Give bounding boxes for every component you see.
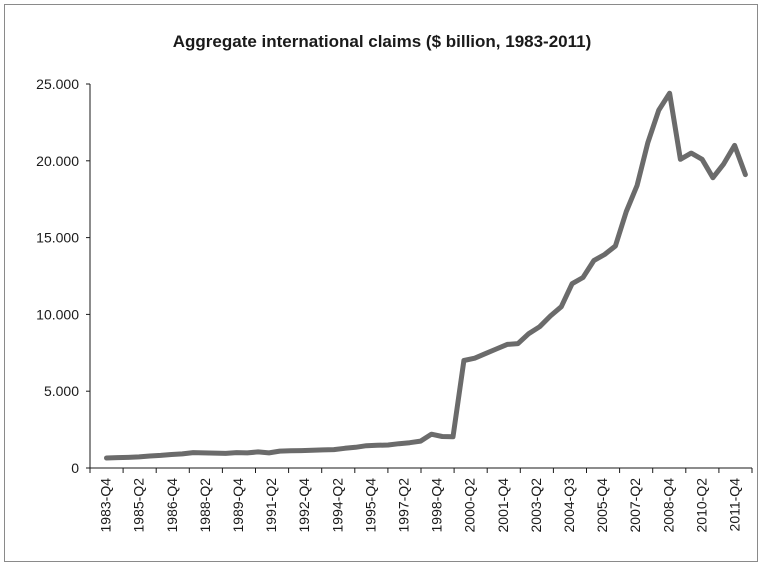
x-tick-label: 2008-Q4 [660,478,676,533]
x-tick-label: 1986-Q4 [164,478,180,533]
x-tick-label: 2004-Q3 [561,478,577,533]
x-tick-label: 2010-Q2 [693,478,709,533]
x-tick-label: 1983-Q4 [98,478,114,533]
x-tick-label: 1985-Q2 [131,478,147,533]
x-tick-label: 1995-Q4 [362,478,378,533]
y-tick-label: 25.000 [36,76,79,92]
x-tick-label: 2011-Q4 [726,478,742,532]
x-tick-label: 2003-Q2 [528,478,544,533]
x-tick-label: 1997-Q2 [395,478,411,533]
chart-frame [4,4,758,562]
x-tick-label: 2005-Q4 [594,478,610,533]
x-tick-label: 1994-Q2 [329,478,345,533]
y-axis-ticks: 0 5.000 10.000 15.000 20.000 25.000 [36,76,90,476]
series-group [104,90,748,461]
x-tick-label: 1998-Q4 [429,478,445,533]
x-axis-ticks: 1983-Q4 1985-Q2 1986-Q4 1988-Q2 1989-Q4 1991-… [89,468,753,533]
y-tick-label: 0 [71,460,79,476]
y-tick-label: 10.000 [36,306,79,322]
y-tick-label: 5.000 [44,383,79,399]
x-tick-label: 1989-Q4 [230,478,246,533]
x-tick-label: 1991-Q2 [263,478,279,533]
x-tick-label: 1992-Q4 [296,478,312,533]
x-tick-label: 2001-Q4 [495,478,511,533]
x-tick-label: 2007-Q2 [627,478,643,533]
y-tick-label: 20.000 [36,153,79,169]
x-tick-label: 2000-Q2 [462,478,478,533]
series-line [104,90,748,461]
x-tick-label: 1988-Q2 [197,478,213,533]
y-tick-label: 15.000 [36,230,79,246]
chart-title: Aggregate international claims ($ billio… [172,32,592,51]
